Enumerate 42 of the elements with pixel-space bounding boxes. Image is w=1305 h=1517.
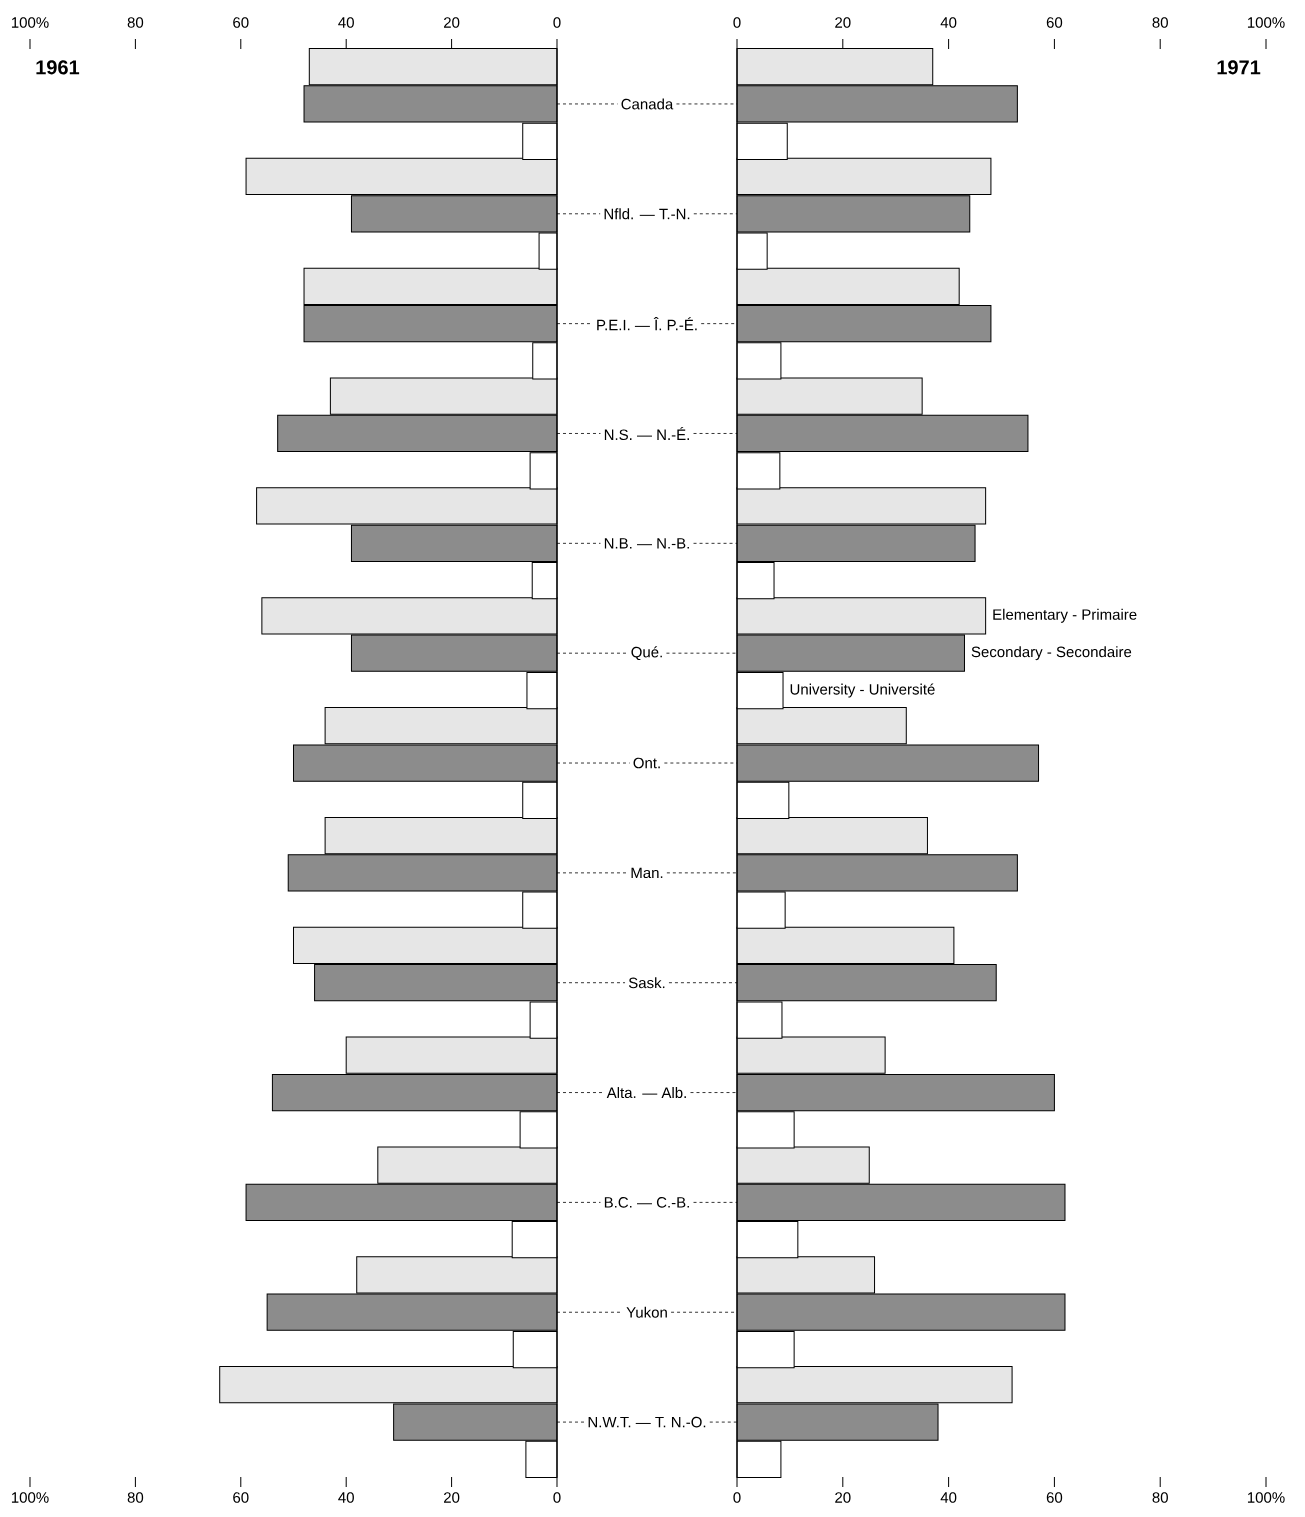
series-label: Elementary - Primaire — [993, 608, 1137, 623]
y-tick-label: Alta. — Alb. — [606, 1087, 686, 1099]
x2-tick-label: 100% — [1247, 17, 1285, 28]
y-tick-label: P.E.I. — Î. P.-É. — [597, 317, 697, 331]
x-tick-label: 40 — [338, 1492, 354, 1503]
y-tick-label: Yukon — [626, 1306, 667, 1318]
x2-tick-label: 80 — [1152, 17, 1168, 28]
x2-tick-label: 40 — [338, 17, 354, 28]
x-tick-label: 0 — [553, 1492, 561, 1503]
x2-tick-label: 0 — [733, 17, 741, 28]
chart-title: 1971 — [1217, 60, 1261, 75]
x2-tick-label: 80 — [127, 17, 144, 28]
y-tick-label: Qué. — [631, 646, 662, 661]
y-tick-label: Ont. — [633, 757, 660, 769]
y-tick-label: N.B. — N.-B. — [604, 538, 689, 549]
x-tick-label: 40 — [940, 1492, 957, 1503]
x-tick-label: 80 — [1152, 1492, 1168, 1503]
y-tick-label: Sask. — [628, 977, 665, 989]
x-tick-label: 100% — [1247, 1492, 1285, 1503]
series-label: University - Université — [790, 683, 935, 698]
y-tick-label: Nfld. — T.-N. — [604, 208, 690, 220]
y-tick-label: N.W.T. — T. N.-O. — [588, 1416, 706, 1428]
x2-tick-label: 60 — [1046, 17, 1063, 28]
x-tick-label: 60 — [233, 1492, 249, 1503]
y-tick-label: N.S. — N.-É. — [604, 426, 689, 441]
x-tick-label: 20 — [444, 1492, 460, 1503]
x2-tick-label: 100% — [11, 17, 49, 28]
x-tick-label: 20 — [835, 1492, 851, 1503]
series-label: Secondary - Secondaire — [971, 646, 1132, 661]
x-tick-label: 0 — [733, 1492, 741, 1503]
y-tick-label: Man. — [631, 867, 663, 879]
x-tick-label: 60 — [1046, 1492, 1063, 1503]
chart-title: 1961 — [36, 60, 80, 75]
y-tick-label: B.C. — C.-B. — [604, 1197, 689, 1208]
x2-tick-label: 60 — [233, 17, 249, 28]
x2-tick-label: 20 — [835, 17, 851, 28]
x-tick-label: 80 — [127, 1492, 144, 1503]
x2-tick-label: 40 — [940, 17, 957, 28]
x2-tick-label: 0 — [553, 17, 561, 28]
x2-tick-label: 20 — [444, 17, 460, 28]
x-tick-label: 100% — [11, 1492, 49, 1503]
y-tick-label: Canada — [621, 98, 674, 110]
